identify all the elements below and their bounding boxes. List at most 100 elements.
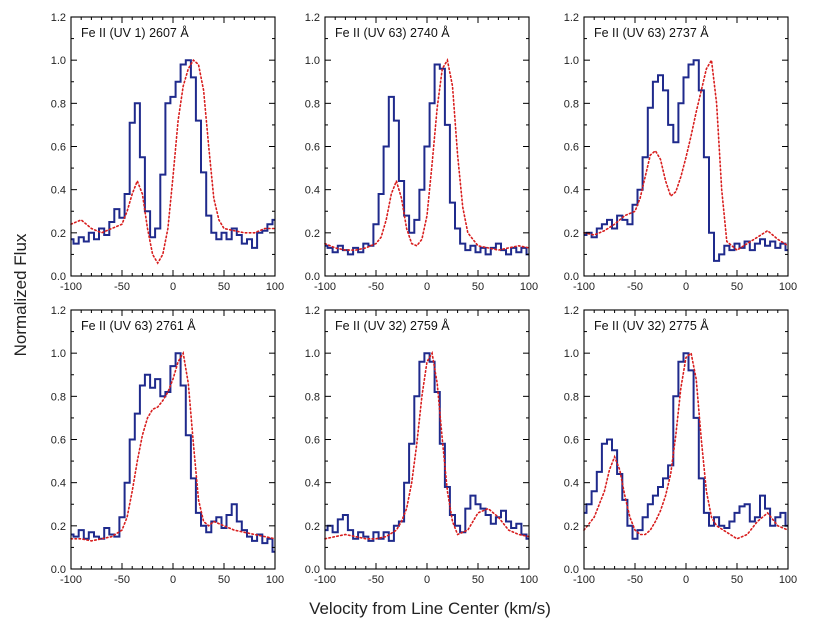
x-tick-label: -50: [627, 574, 643, 586]
y-tick-label: 1.2: [51, 12, 66, 24]
y-tick-label: 0.2: [564, 228, 579, 240]
y-tick-label: 0.6: [51, 435, 66, 447]
spectrum-panel-2: -100 -50 0 50 100 0.0 0.2 0.4 0.6 0.8 1.0 1.2 Fe II …: [305, 12, 538, 293]
y-tick-label: 1.0: [564, 55, 579, 67]
y-tick-label: 0.4: [305, 185, 320, 197]
y-tick-label: 0.8: [564, 98, 579, 110]
y-tick-label: 0.8: [51, 391, 66, 403]
y-tick-label: 0.2: [51, 521, 66, 533]
y-tick-label: 0.6: [564, 142, 579, 154]
x-tick-label: 50: [218, 281, 230, 293]
series-model-line: [70, 350, 276, 542]
y-tick-label: 0.2: [305, 521, 320, 533]
y-tick-label: 0.2: [305, 228, 320, 240]
spectrum-panel-6: -100 -50 0 50 100 0.0 0.2 0.4 0.6 0.8 1.0 1.2 Fe II …: [564, 305, 797, 586]
y-tick-label: 0.6: [51, 142, 66, 154]
x-tick-label: -50: [114, 281, 130, 293]
x-tick-label: -100: [60, 574, 82, 586]
x-tick-label: 0: [170, 574, 176, 586]
x-tick-label: 50: [472, 574, 484, 586]
x-tick-label: 0: [170, 281, 176, 293]
y-tick-label: 0.2: [564, 521, 579, 533]
x-tick-label: 100: [520, 574, 538, 586]
series-observed-line: [325, 63, 529, 256]
spectrum-panel-5: -100 -50 0 50 100 0.0 0.2 0.4 0.6 0.8 1.0 1.2 Fe II …: [305, 305, 538, 586]
x-tick-label: -50: [627, 281, 643, 293]
series-model-line: [324, 350, 530, 540]
y-tick-label: 1.0: [564, 348, 579, 360]
series-model-line: [70, 58, 276, 265]
panel-title: Fe II (UV 1) 2607 Å: [81, 25, 189, 40]
series-model-line: [583, 351, 789, 540]
y-tick-label: 0.6: [305, 142, 320, 154]
x-tick-label: 50: [472, 281, 484, 293]
y-tick-label: 1.2: [305, 305, 320, 317]
spectrum-panel-1: -100 -50 0 50 100 0.0 0.2 0.4 0.6 0.8 1.0 1.2 Fe II …: [51, 12, 284, 293]
x-tick-label: -50: [368, 574, 384, 586]
y-tick-label: 0.8: [564, 391, 579, 403]
y-tick-label: 1.2: [305, 12, 320, 24]
x-tick-label: -100: [314, 574, 336, 586]
series-model-line: [324, 57, 530, 251]
y-tick-label: 0.6: [564, 435, 579, 447]
y-tick-label: 0.0: [564, 271, 579, 283]
series-observed-line: [584, 352, 788, 540]
plot-frame: [70, 16, 276, 277]
x-tick-label: 100: [779, 281, 797, 293]
y-tick-label: 1.0: [305, 55, 320, 67]
plot-frame: [583, 309, 789, 570]
series-observed-line: [71, 352, 275, 553]
x-axis-title: Velocity from Line Center (km/s): [309, 599, 551, 618]
y-tick-label: 1.2: [564, 305, 579, 317]
x-tick-label: -100: [573, 574, 595, 586]
y-tick-label: 0.2: [51, 228, 66, 240]
y-tick-label: 0.4: [564, 185, 579, 197]
x-tick-label: 100: [520, 281, 538, 293]
x-tick-label: 100: [266, 281, 284, 293]
x-tick-label: 50: [731, 281, 743, 293]
panel-grid: -100 -50 0 50 100 0.0 0.2 0.4 0.6 0.8 1.0 1.2 Fe II …: [51, 12, 797, 586]
y-tick-label: 0.4: [51, 478, 66, 490]
series-observed-line: [325, 352, 529, 542]
panel-title: Fe II (UV 32) 2759 Å: [335, 318, 450, 333]
y-tick-label: 0.0: [305, 271, 320, 283]
y-tick-label: 0.4: [305, 478, 320, 490]
y-tick-label: 0.4: [51, 185, 66, 197]
panel-title: Fe II (UV 63) 2740 Å: [335, 25, 450, 40]
y-tick-label: 0.4: [564, 478, 579, 490]
y-tick-label: 1.2: [564, 12, 579, 24]
spectrum-panel-4: -100 -50 0 50 100 0.0 0.2 0.4 0.6 0.8 1.0 1.2 Fe II …: [51, 305, 284, 586]
y-tick-label: 0.8: [305, 391, 320, 403]
y-tick-label: 1.2: [51, 305, 66, 317]
series-observed-line: [584, 59, 788, 262]
series-observed-line: [71, 59, 275, 249]
spectrum-panel-3: -100 -50 0 50 100 0.0 0.2 0.4 0.6 0.8 1.0 1.2 Fe II …: [564, 12, 797, 293]
y-tick-label: 0.6: [305, 435, 320, 447]
y-tick-label: 0.0: [51, 564, 66, 576]
x-tick-label: -50: [368, 281, 384, 293]
y-tick-label: 0.8: [51, 98, 66, 110]
x-tick-label: -50: [114, 574, 130, 586]
y-tick-label: 0.0: [564, 564, 579, 576]
x-tick-label: 50: [218, 574, 230, 586]
x-tick-label: 0: [683, 281, 689, 293]
panel-title: Fe II (UV 63) 2761 Å: [81, 318, 196, 333]
plot-frame: [324, 309, 530, 570]
y-tick-label: 1.0: [305, 348, 320, 360]
x-tick-label: 0: [424, 574, 430, 586]
x-tick-label: 50: [731, 574, 743, 586]
x-tick-label: 100: [266, 574, 284, 586]
series-model-line: [583, 57, 789, 252]
x-tick-label: -100: [314, 281, 336, 293]
x-tick-label: 100: [779, 574, 797, 586]
x-tick-label: -100: [573, 281, 595, 293]
x-tick-label: 0: [683, 574, 689, 586]
x-tick-label: 0: [424, 281, 430, 293]
x-tick-label: -100: [60, 281, 82, 293]
y-tick-label: 0.8: [305, 98, 320, 110]
y-tick-label: 0.0: [305, 564, 320, 576]
y-tick-label: 1.0: [51, 55, 66, 67]
panel-title: Fe II (UV 32) 2775 Å: [594, 318, 709, 333]
y-tick-label: 1.0: [51, 348, 66, 360]
